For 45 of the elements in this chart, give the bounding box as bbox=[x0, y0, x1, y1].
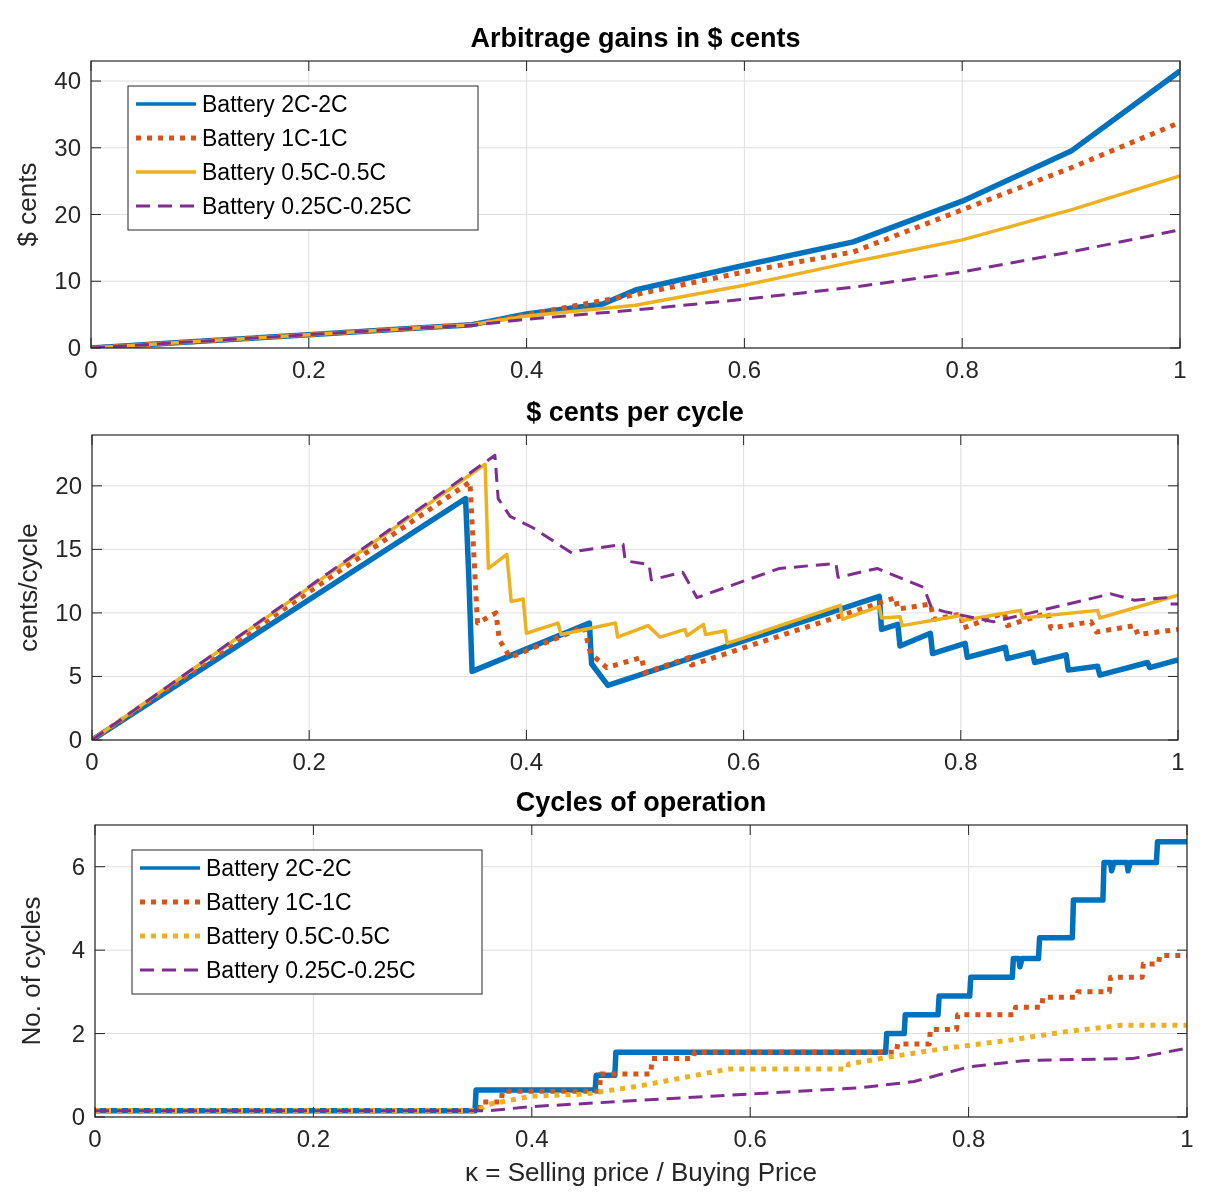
chart-title: Arbitrage gains in $ cents bbox=[470, 23, 801, 53]
y-tick-label: 0 bbox=[71, 1103, 85, 1130]
x-tick-label: 0 bbox=[88, 1125, 102, 1152]
x-tick-label: 0.8 bbox=[951, 1125, 986, 1152]
y-tick-label: 15 bbox=[55, 535, 82, 563]
x-tick-label: 0.4 bbox=[509, 748, 544, 775]
legend-label: Battery 0.25C-0.25C bbox=[206, 957, 416, 983]
y-tick-label: 4 bbox=[71, 936, 85, 964]
y-axis-title: $ cents bbox=[12, 162, 42, 247]
legend-label: Battery 2C-2C bbox=[206, 855, 352, 881]
x-tick-label: 0.2 bbox=[292, 748, 326, 775]
y-tick-label: 30 bbox=[54, 133, 81, 161]
y-tick-label: 2 bbox=[71, 1019, 85, 1047]
y-tick-label: 10 bbox=[55, 598, 82, 626]
x-tick-label: 0.4 bbox=[509, 356, 544, 383]
x-tick-label: 1 bbox=[1173, 356, 1187, 383]
y-tick-label: 20 bbox=[54, 200, 81, 228]
x-tick-label: 0.6 bbox=[727, 356, 762, 383]
x-tick-label: 0.4 bbox=[515, 1125, 549, 1152]
legend-label: Battery 0.25C-0.25C bbox=[202, 193, 412, 219]
legend-label: Battery 2C-2C bbox=[202, 91, 348, 117]
y-tick-label: 20 bbox=[55, 471, 82, 499]
x-tick-label: 0.2 bbox=[296, 1125, 331, 1152]
x-tick-label: 0.8 bbox=[945, 356, 979, 383]
x-tick-label: 0.2 bbox=[292, 356, 326, 383]
y-tick-label: 40 bbox=[54, 67, 81, 95]
legend-label: Battery 0.5C-0.5C bbox=[202, 159, 387, 185]
chart-title: Cycles of operation bbox=[515, 787, 767, 817]
legend-label: Battery 1C-1C bbox=[206, 889, 352, 915]
legend-label: Battery 1C-1C bbox=[202, 125, 348, 151]
y-tick-label: 0 bbox=[67, 334, 81, 361]
chart-title: $ cents per cycle bbox=[526, 397, 744, 427]
y-tick-label: 5 bbox=[68, 662, 82, 690]
x-tick-label: 1 bbox=[1171, 748, 1185, 775]
x-tick-label: 0.6 bbox=[726, 748, 761, 775]
x-axis-title: κ = Selling price / Buying Price bbox=[465, 1157, 817, 1187]
y-tick-label: 0 bbox=[68, 726, 82, 753]
y-axis-title: No. of cycles bbox=[16, 896, 46, 1046]
legend-label: Battery 0.5C-0.5C bbox=[206, 923, 391, 949]
y-tick-label: 10 bbox=[54, 267, 81, 295]
x-tick-label: 0.8 bbox=[944, 748, 978, 775]
y-axis-title: cents/cycle bbox=[13, 523, 43, 652]
x-tick-label: 0.6 bbox=[733, 1125, 767, 1152]
x-tick-label: 1 bbox=[1180, 1125, 1194, 1152]
y-tick-label: 6 bbox=[71, 852, 85, 880]
